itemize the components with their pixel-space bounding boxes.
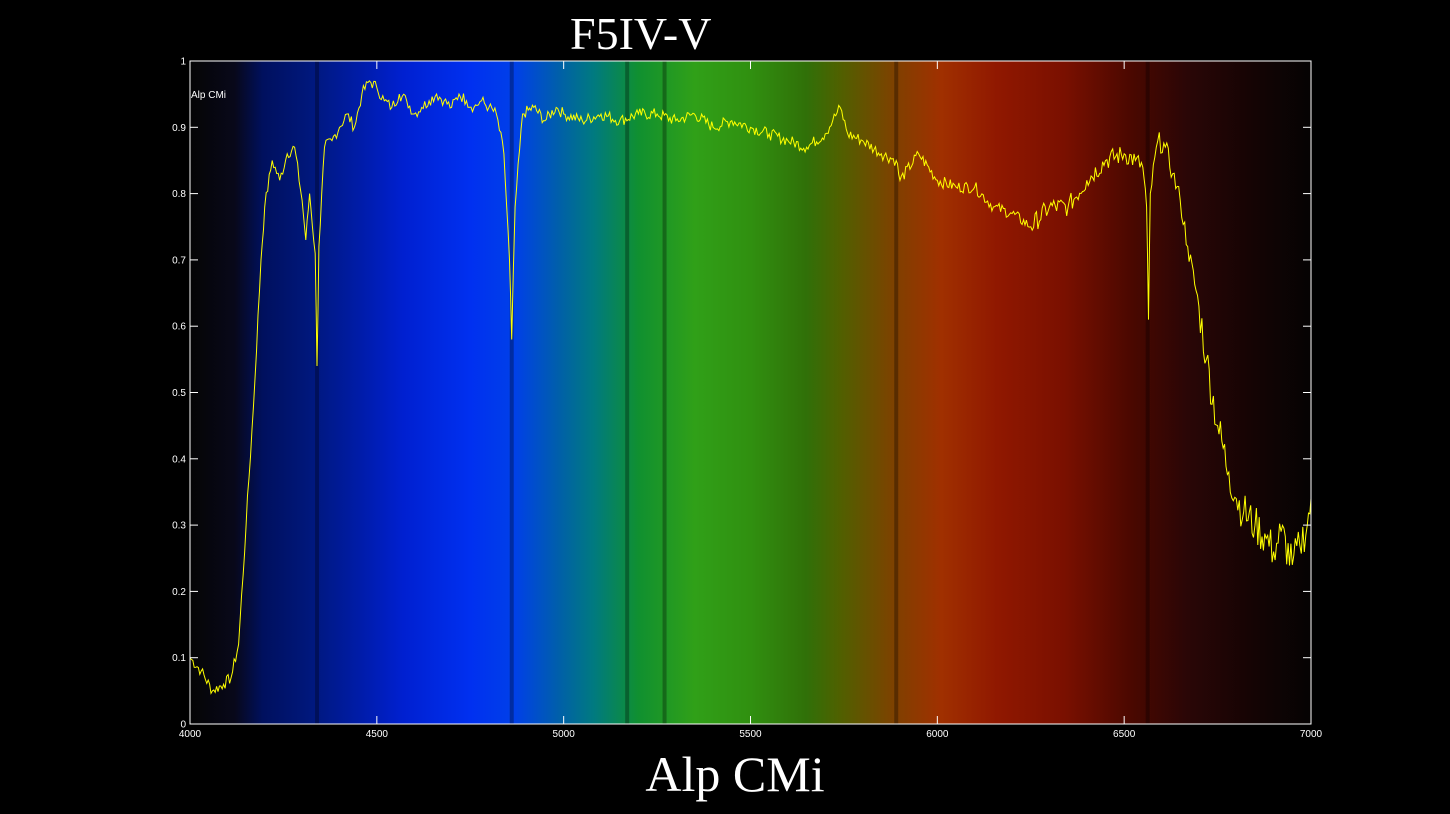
y-tick-label: 0.9 (172, 123, 186, 134)
y-tick-label: 0.7 (172, 255, 186, 266)
y-tick-label: 0.4 (172, 454, 186, 465)
y-tick-label: 0.5 (172, 388, 186, 399)
series-line-alp-cmi (189, 80, 1312, 695)
y-axis-ticks: 0 0.1 0.2 0.3 0.4 0.5 0.6 0.7 0.8 0.9 1 (172, 57, 1311, 731)
y-tick-label: 0.8 (172, 189, 186, 200)
x-tick-label: 4000 (179, 729, 202, 740)
absorption-band-4 (894, 61, 899, 724)
y-tick-label: 1 (180, 57, 186, 68)
legend-label: Alp CMi (191, 90, 226, 101)
x-axis-ticks: 4000 4500 5000 5500 6000 6500 7000 (179, 61, 1323, 740)
plot-background (190, 61, 1311, 724)
y-tick-label: 0.2 (172, 587, 186, 598)
absorption-lines (315, 61, 1150, 724)
y-tick-label: 0.3 (172, 521, 186, 532)
x-tick-label: 6500 (1113, 729, 1136, 740)
x-tick-label: 5000 (553, 729, 576, 740)
x-tick-label: 4500 (366, 729, 389, 740)
y-tick-label: 0.1 (172, 653, 186, 664)
absorption-band-3 (662, 61, 667, 724)
chart-title: F5IV-V (570, 8, 712, 59)
x-tick-label: 6000 (926, 729, 949, 740)
x-tick-label: 5500 (739, 729, 762, 740)
y-tick-label: 0.6 (172, 322, 186, 333)
y-tick-label: 0 (180, 720, 186, 731)
absorption-band-1 (509, 61, 514, 724)
absorption-band-2 (625, 61, 630, 724)
absorption-band-0 (315, 61, 320, 724)
x-tick-label: 7000 (1300, 729, 1323, 740)
chart-subtitle: Alp CMi (645, 746, 825, 802)
absorption-band-5 (1145, 61, 1150, 724)
